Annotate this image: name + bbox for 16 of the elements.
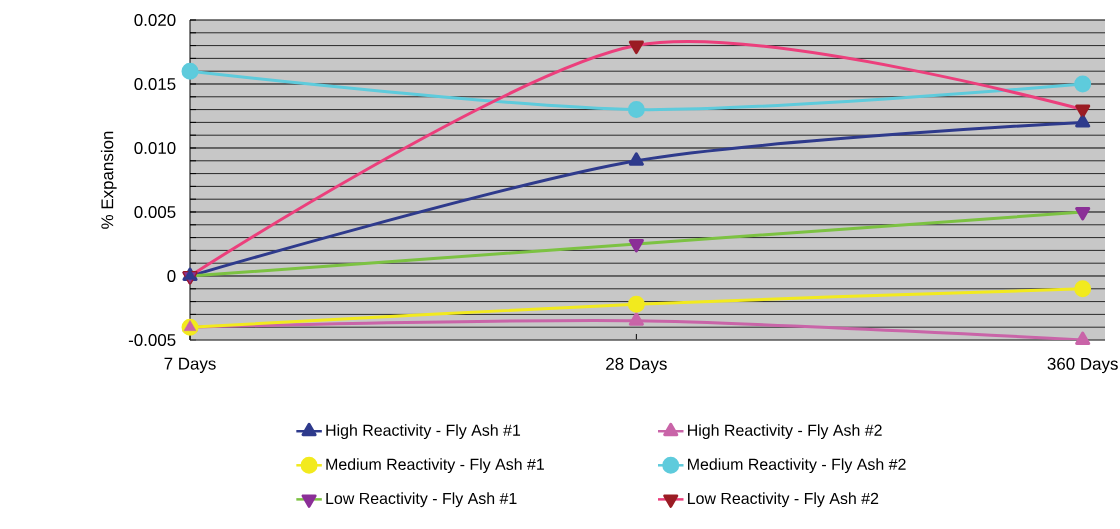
legend-label: Medium Reactivity - Fly Ash #1 (326, 458, 544, 474)
x-tick-label: 360 Days (1047, 357, 1118, 374)
legend-label: High Reactivity - Fly Ash #1 (326, 424, 521, 440)
x-tick-label: 7 Days (164, 357, 216, 373)
legend-label: High Reactivity - Fly Ash #2 (688, 424, 882, 440)
y-tick-label: 0.015 (134, 77, 176, 90)
y-tick-label: 0.005 (134, 205, 176, 218)
legend-label: Medium Reactivity - Fly Ash #2 (688, 458, 906, 474)
x-tick-label: 28 Days (606, 357, 667, 374)
legend-label: Low Reactivity - Fly Ash #2 (688, 492, 879, 508)
y-axis-title: % Expansion (100, 131, 117, 229)
y-tick-label: 0.010 (134, 141, 176, 154)
legend-label: Low Reactivity - Fly Ash #1 (326, 492, 517, 508)
y-tick-label: 0.020 (134, 13, 176, 26)
y-tick-label: -0.005 (128, 333, 176, 346)
y-tick-label: 0 (167, 269, 176, 282)
